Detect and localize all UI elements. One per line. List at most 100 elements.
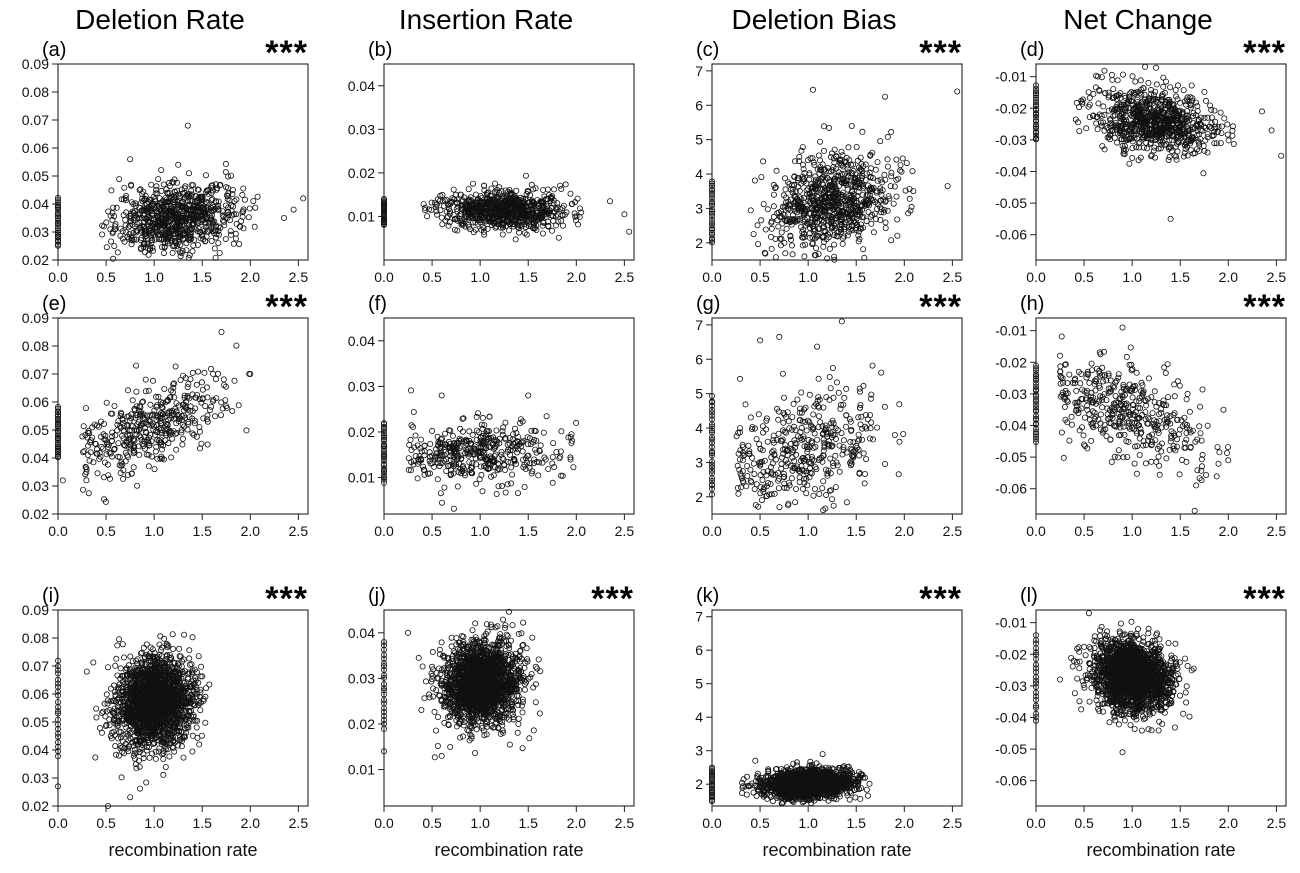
data-point bbox=[816, 157, 823, 164]
data-point bbox=[116, 454, 123, 461]
y-tick-label: 0.04 bbox=[22, 450, 49, 466]
data-point bbox=[860, 246, 867, 253]
x-tick-label: 0.0 bbox=[48, 523, 68, 539]
data-point bbox=[171, 394, 178, 401]
data-point bbox=[738, 472, 745, 479]
data-point bbox=[530, 186, 537, 193]
data-point bbox=[858, 225, 865, 232]
data-point bbox=[574, 195, 581, 202]
data-point bbox=[1033, 362, 1040, 369]
data-point bbox=[838, 318, 845, 325]
data-point bbox=[1033, 82, 1040, 89]
y-tick-label: 5 bbox=[695, 386, 703, 402]
data-point bbox=[1169, 117, 1176, 124]
data-point bbox=[145, 421, 152, 428]
data-point bbox=[502, 419, 509, 426]
data-point bbox=[787, 232, 794, 239]
data-point bbox=[381, 470, 388, 477]
data-point bbox=[1167, 143, 1174, 150]
data-point bbox=[180, 218, 187, 225]
data-point bbox=[499, 455, 506, 462]
data-point bbox=[240, 185, 247, 192]
data-point bbox=[494, 203, 501, 210]
data-point bbox=[1111, 112, 1118, 119]
panel-label: (e) bbox=[42, 293, 66, 315]
data-point bbox=[881, 403, 888, 410]
panel-label: (c) bbox=[696, 39, 719, 61]
data-point bbox=[198, 440, 205, 447]
data-point bbox=[207, 216, 214, 223]
data-point bbox=[893, 193, 900, 200]
data-point bbox=[778, 465, 785, 472]
data-point bbox=[495, 483, 502, 490]
data-point bbox=[831, 202, 838, 209]
data-point bbox=[855, 238, 862, 245]
data-point bbox=[514, 490, 521, 497]
data-point bbox=[427, 460, 434, 467]
x-tick-label: 2.5 bbox=[943, 523, 963, 539]
data-point bbox=[186, 252, 193, 259]
data-point bbox=[866, 192, 873, 199]
data-point bbox=[857, 402, 864, 409]
data-point bbox=[832, 452, 839, 459]
data-point bbox=[1170, 124, 1177, 131]
data-point bbox=[760, 486, 767, 493]
data-point bbox=[125, 235, 132, 242]
data-point bbox=[428, 206, 435, 213]
data-point bbox=[481, 422, 488, 429]
data-point bbox=[99, 231, 106, 238]
data-point bbox=[1143, 105, 1150, 112]
data-point bbox=[381, 432, 388, 439]
data-point bbox=[136, 211, 143, 218]
data-point bbox=[1033, 365, 1040, 372]
y-tick-label: 0.09 bbox=[22, 310, 49, 326]
data-point bbox=[1169, 126, 1176, 133]
data-point bbox=[828, 496, 835, 503]
data-point bbox=[119, 461, 126, 468]
data-point bbox=[172, 238, 179, 245]
data-point bbox=[1033, 420, 1040, 427]
data-point bbox=[55, 445, 62, 452]
data-point bbox=[127, 215, 134, 222]
y-tick-label: -0.04 bbox=[995, 417, 1027, 433]
data-point bbox=[188, 182, 195, 189]
data-point bbox=[709, 481, 716, 488]
data-point bbox=[853, 208, 860, 215]
data-point bbox=[439, 499, 446, 506]
data-point bbox=[810, 200, 817, 207]
data-point bbox=[460, 415, 467, 422]
data-point bbox=[85, 442, 92, 449]
data-point bbox=[1119, 101, 1126, 108]
data-point bbox=[519, 448, 526, 455]
x-tick-label: 1.0 bbox=[470, 523, 490, 539]
data-point bbox=[412, 452, 419, 459]
data-point bbox=[709, 213, 716, 220]
data-point bbox=[773, 167, 780, 174]
data-point bbox=[457, 213, 464, 220]
data-point bbox=[109, 410, 116, 417]
data-point bbox=[1201, 114, 1208, 121]
data-point bbox=[151, 466, 158, 473]
data-point bbox=[133, 228, 140, 235]
data-point bbox=[442, 217, 449, 224]
data-point bbox=[171, 188, 178, 195]
data-point bbox=[865, 182, 872, 189]
data-point bbox=[763, 415, 770, 422]
data-point bbox=[893, 156, 900, 163]
data-point bbox=[808, 453, 815, 460]
data-point bbox=[881, 171, 888, 178]
data-point bbox=[408, 387, 415, 394]
data-points bbox=[709, 86, 961, 263]
data-point bbox=[1188, 82, 1195, 89]
data-point bbox=[439, 451, 446, 458]
data-point bbox=[136, 432, 143, 439]
data-points bbox=[1033, 63, 1285, 222]
data-point bbox=[130, 229, 137, 236]
data-point bbox=[145, 438, 152, 445]
data-point bbox=[874, 159, 881, 166]
data-point bbox=[570, 464, 577, 471]
y-tick-label: 0.06 bbox=[22, 140, 49, 156]
data-point bbox=[488, 185, 495, 192]
data-point bbox=[473, 480, 480, 487]
data-point bbox=[820, 166, 827, 173]
